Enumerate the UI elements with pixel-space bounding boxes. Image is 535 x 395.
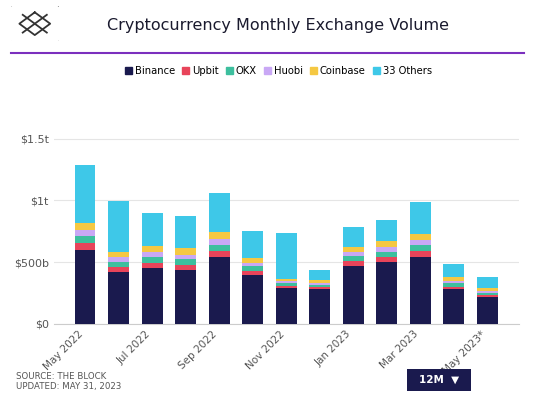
Bar bbox=[242, 266, 263, 271]
Bar bbox=[75, 223, 95, 230]
Bar bbox=[444, 281, 464, 284]
Bar bbox=[377, 262, 397, 324]
Bar bbox=[209, 239, 230, 245]
Bar bbox=[175, 255, 196, 260]
Bar bbox=[444, 289, 464, 324]
Bar bbox=[343, 261, 364, 266]
Bar bbox=[410, 245, 431, 251]
Bar bbox=[242, 258, 263, 263]
Bar bbox=[410, 202, 431, 234]
Bar bbox=[343, 247, 364, 252]
Bar bbox=[444, 264, 464, 277]
Text: 12M  ▼: 12M ▼ bbox=[419, 375, 459, 385]
Bar bbox=[75, 243, 95, 250]
Bar bbox=[309, 287, 330, 289]
Bar bbox=[343, 228, 364, 247]
Bar bbox=[444, 287, 464, 289]
Bar bbox=[175, 248, 196, 255]
Bar bbox=[377, 220, 397, 241]
Bar bbox=[276, 279, 296, 281]
Bar bbox=[410, 257, 431, 324]
Bar bbox=[444, 277, 464, 281]
Bar bbox=[142, 252, 163, 257]
Bar bbox=[309, 283, 330, 285]
Bar bbox=[108, 262, 129, 267]
Bar bbox=[276, 233, 296, 279]
Bar bbox=[209, 251, 230, 257]
Bar bbox=[309, 280, 330, 283]
Bar bbox=[108, 258, 129, 262]
Bar bbox=[142, 246, 163, 252]
Bar bbox=[343, 252, 364, 256]
Bar bbox=[377, 252, 397, 257]
Bar bbox=[209, 245, 230, 251]
Bar bbox=[75, 236, 95, 243]
Bar bbox=[477, 295, 498, 297]
Bar bbox=[108, 272, 129, 324]
Bar bbox=[209, 257, 230, 324]
Bar bbox=[108, 201, 129, 252]
Bar bbox=[477, 293, 498, 295]
Bar bbox=[175, 260, 196, 265]
Bar bbox=[142, 257, 163, 263]
Bar bbox=[477, 291, 498, 293]
Bar bbox=[75, 230, 95, 236]
Bar bbox=[108, 267, 129, 272]
Bar bbox=[477, 276, 498, 288]
Bar bbox=[477, 297, 498, 324]
Bar bbox=[309, 285, 330, 287]
Bar bbox=[276, 284, 296, 286]
Bar bbox=[343, 266, 364, 324]
Bar bbox=[142, 268, 163, 324]
Bar bbox=[377, 257, 397, 262]
Bar bbox=[276, 286, 296, 288]
Bar bbox=[309, 270, 330, 280]
Bar bbox=[309, 289, 330, 324]
Bar bbox=[242, 271, 263, 275]
Bar bbox=[142, 213, 163, 246]
Bar bbox=[242, 275, 263, 324]
Text: SOURCE: THE BLOCK
UPDATED: MAY 31, 2023: SOURCE: THE BLOCK UPDATED: MAY 31, 2023 bbox=[16, 372, 121, 391]
Bar bbox=[276, 288, 296, 324]
Bar bbox=[343, 256, 364, 261]
FancyBboxPatch shape bbox=[9, 5, 60, 43]
Bar bbox=[242, 263, 263, 266]
Bar bbox=[410, 251, 431, 257]
Bar bbox=[75, 250, 95, 324]
Bar bbox=[377, 241, 397, 247]
Bar bbox=[142, 263, 163, 268]
Bar bbox=[377, 247, 397, 252]
Bar bbox=[410, 240, 431, 245]
Bar bbox=[276, 281, 296, 284]
Bar bbox=[410, 234, 431, 240]
Bar bbox=[209, 193, 230, 232]
Bar bbox=[477, 288, 498, 291]
Legend: Binance, Upbit, OKX, Huobi, Coinbase, 33 Others: Binance, Upbit, OKX, Huobi, Coinbase, 33… bbox=[125, 66, 432, 76]
Bar bbox=[444, 284, 464, 287]
Bar bbox=[108, 252, 129, 258]
Bar bbox=[175, 265, 196, 269]
Bar bbox=[209, 232, 230, 239]
Text: Cryptocurrency Monthly Exchange Volume: Cryptocurrency Monthly Exchange Volume bbox=[107, 18, 449, 33]
Bar bbox=[175, 269, 196, 324]
Bar bbox=[175, 216, 196, 248]
Bar bbox=[242, 231, 263, 258]
Bar bbox=[75, 165, 95, 223]
